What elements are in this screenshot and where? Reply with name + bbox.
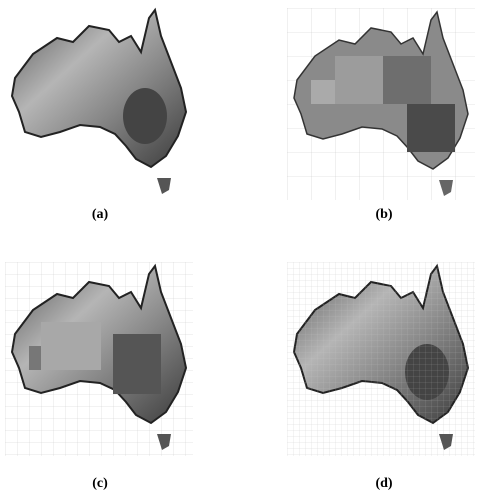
block bbox=[113, 334, 161, 394]
caption: (d) bbox=[375, 476, 392, 491]
block bbox=[41, 322, 101, 370]
block bbox=[311, 80, 335, 104]
map bbox=[157, 178, 171, 194]
block bbox=[407, 104, 455, 152]
block bbox=[335, 56, 383, 104]
grid bbox=[287, 262, 475, 456]
caption: (a) bbox=[92, 207, 109, 222]
panel-a bbox=[11, 9, 187, 194]
caption: (c) bbox=[92, 476, 108, 491]
block bbox=[29, 346, 41, 370]
panel-d bbox=[287, 262, 475, 456]
panel-c bbox=[5, 262, 193, 456]
caption: (b) bbox=[375, 207, 392, 222]
map-shade bbox=[123, 88, 167, 144]
map bbox=[11, 9, 187, 168]
panel-b bbox=[287, 8, 475, 200]
block bbox=[383, 56, 431, 104]
